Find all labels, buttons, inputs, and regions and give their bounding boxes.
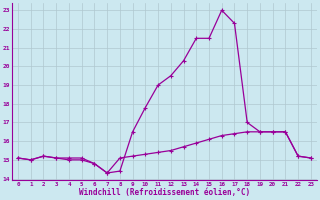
X-axis label: Windchill (Refroidissement éolien,°C): Windchill (Refroidissement éolien,°C) [79,188,250,197]
